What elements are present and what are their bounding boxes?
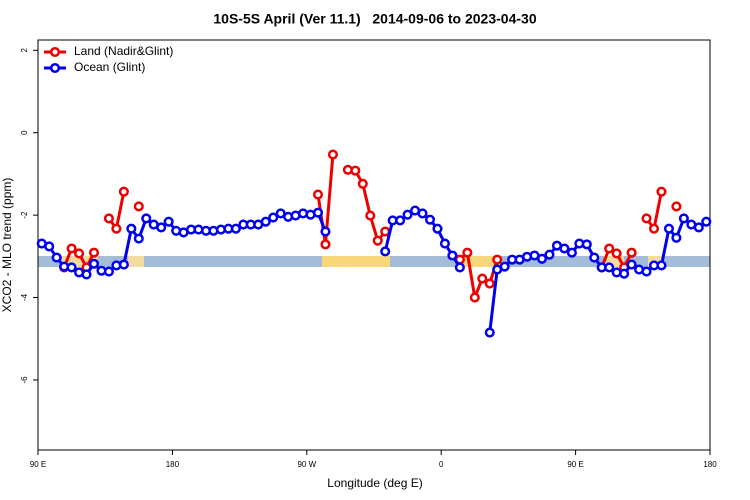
data-point [260, 216, 271, 227]
data-point [66, 243, 77, 254]
data-point [118, 259, 129, 270]
data-point [439, 238, 450, 249]
data-point [350, 165, 361, 176]
y-tick-label: 2 [20, 48, 29, 53]
data-point [118, 186, 129, 197]
data-point [380, 246, 391, 257]
x-tick-label: 90 E [567, 460, 583, 469]
data-point [671, 201, 682, 212]
data-point [111, 223, 122, 234]
data-point [544, 249, 555, 260]
data-point [477, 273, 488, 284]
land-strip [460, 256, 500, 267]
data-point [701, 216, 712, 227]
legend-marker [49, 62, 61, 74]
data-point [402, 209, 413, 220]
data-point [656, 260, 667, 271]
land-strip [62, 256, 98, 267]
data-point [484, 278, 495, 289]
data-point [678, 213, 689, 224]
x-tick-label: 0 [439, 460, 444, 469]
data-point [536, 253, 548, 264]
land-strip [128, 256, 144, 267]
data-point [141, 213, 152, 224]
data-point [312, 207, 324, 218]
x-tick-label: 180 [703, 460, 717, 469]
data-point [320, 239, 331, 250]
data-point [51, 252, 62, 263]
legend-marker [49, 46, 61, 58]
data-point [74, 248, 85, 259]
x-tick-label: 180 [166, 460, 180, 469]
data-point [566, 247, 577, 258]
data-point [365, 210, 376, 221]
data-point [395, 215, 406, 226]
data-point [312, 189, 324, 200]
data-point [66, 262, 77, 273]
data-point [626, 247, 637, 258]
data-point [641, 266, 652, 277]
x-tick-label: 90 W [297, 460, 316, 469]
data-point [641, 213, 652, 224]
series [59, 149, 682, 303]
data-point [648, 223, 660, 234]
data-point [559, 243, 570, 254]
legend-label: Land (Nadir&Glint) [74, 44, 173, 58]
data-point [327, 149, 338, 160]
data-point [88, 258, 100, 269]
data-point [417, 208, 428, 219]
data-point [126, 223, 137, 234]
data-point [133, 201, 144, 212]
legend-label: Ocean (Glint) [74, 60, 145, 74]
x-axis-label: Longitude (deg E) [327, 476, 422, 490]
data-point [663, 223, 674, 234]
chart-title: 10S-5S April (Ver 11.1) 2014-09-06 to 20… [213, 11, 536, 27]
data-point [626, 259, 637, 270]
data-point [268, 212, 279, 223]
data-point [357, 178, 368, 189]
data-point [454, 262, 465, 273]
data-point [230, 223, 241, 234]
y-axis-label: XCO2 - MLO trend (ppm) [0, 178, 14, 313]
data-point [492, 254, 503, 265]
data-point [447, 250, 458, 261]
data-point [320, 226, 331, 237]
y-tick-label: 0 [20, 130, 29, 135]
data-point [372, 235, 383, 246]
data-point [133, 233, 144, 244]
data-point [693, 222, 704, 233]
data-point [484, 327, 495, 338]
data-point [469, 292, 480, 303]
series [36, 205, 712, 338]
y-tick-label: -4 [20, 293, 29, 301]
land-strip [322, 256, 390, 267]
data-point [462, 247, 473, 258]
data-point [424, 214, 436, 225]
data-point [432, 223, 443, 234]
land-strip [604, 256, 624, 267]
data-point [611, 248, 622, 259]
data-point [88, 247, 100, 258]
data-point [589, 252, 600, 263]
data-point [499, 261, 510, 272]
data-point [44, 241, 55, 252]
y-tick-label: -2 [20, 211, 29, 219]
data-point [163, 216, 174, 227]
data-point [156, 222, 167, 233]
data-point [103, 266, 114, 277]
data-point [619, 268, 630, 279]
data-point [103, 213, 114, 224]
data-point [671, 232, 682, 243]
data-point [604, 262, 615, 273]
y-tick-label: -6 [20, 376, 29, 384]
x-tick-label: 90 E [30, 460, 46, 469]
data-point [604, 243, 615, 254]
data-point [81, 269, 92, 280]
data-point [656, 186, 667, 197]
data-point [581, 239, 592, 250]
